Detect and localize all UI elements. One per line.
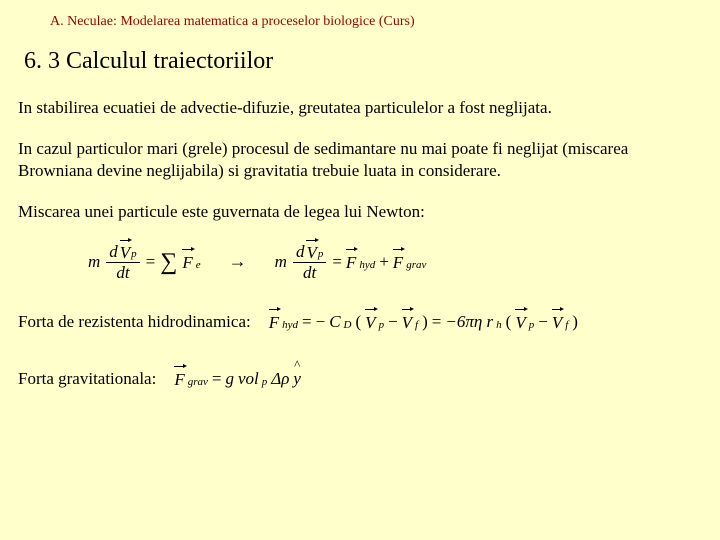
arrow-icon: → <box>229 251 247 272</box>
equation-grav-row: Forta gravitationala: Fgrav = g volp Δρ … <box>18 368 702 390</box>
equation-newton-sum: m d Vp dt = ∑ Fe <box>88 242 201 281</box>
paragraph-2: In cazul particulor mari (grele) procesu… <box>18 138 702 181</box>
equation-newton-expanded: m d Vp dt = Fhyd + Fgrav <box>275 242 427 281</box>
label-hydro: Forta de rezistenta hidrodinamica: <box>18 312 251 332</box>
equation-hydro: Fhyd = − CD ( Vp − Vf ) = −6πη rh ( Vp −… <box>269 311 578 333</box>
section-title: 6. 3 Calculul traiectoriilor <box>24 48 702 75</box>
equation-grav: Fgrav = g volp Δρ y <box>174 368 301 390</box>
paragraph-1: In stabilirea ecuatiei de advectie-difuz… <box>18 97 702 118</box>
equation-hydro-row: Forta de rezistenta hidrodinamica: Fhyd … <box>18 311 702 333</box>
label-grav: Forta gravitationala: <box>18 369 156 389</box>
paragraph-3: Miscarea unei particule este guvernata d… <box>18 201 702 222</box>
equation-newton-row: m d Vp dt = ∑ Fe → m d Vp dt = <box>88 242 702 281</box>
course-header: A. Neculae: Modelarea matematica a proce… <box>50 14 702 30</box>
